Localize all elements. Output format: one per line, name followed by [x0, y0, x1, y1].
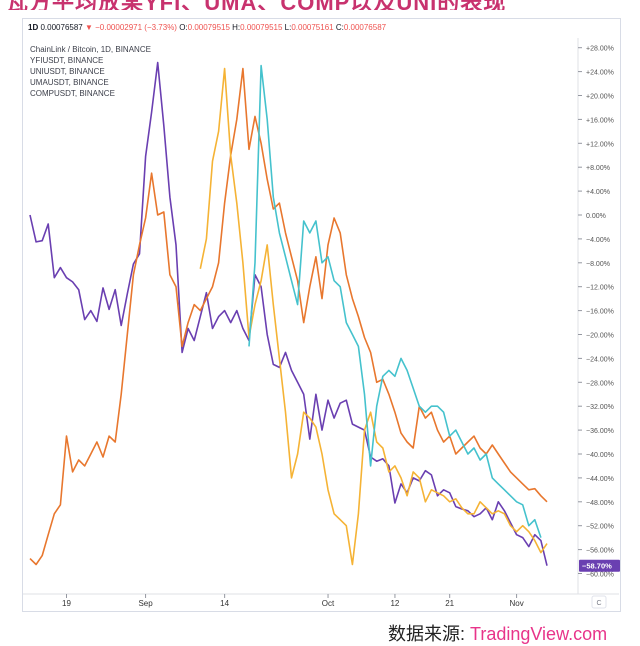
page-title-strip: 瓦方平均放某YFI、UMA、COMP以及UNI的表现	[0, 0, 640, 10]
legend-item-uma[interactable]: UMAUSDT, BINANCE	[30, 78, 109, 87]
low-value: 0.00075161	[291, 23, 334, 32]
series-legend: ChainLink / Bitcoin, 1D, BINANCE YFIUSDT…	[30, 44, 151, 99]
interval-label[interactable]: 1D	[28, 23, 39, 32]
price-change: −0.00002971 (−3.73%)	[95, 23, 177, 32]
high-value: 0.00079515	[240, 23, 283, 32]
chart-frame	[22, 18, 621, 612]
source-prefix: 数据来源:	[388, 624, 471, 644]
close-label: C:	[335, 23, 344, 32]
high-label: H:	[232, 23, 241, 32]
open-value: 0.00079515	[187, 23, 230, 32]
low-label: L:	[284, 23, 292, 32]
legend-item-comp[interactable]: COMPUSDT, BINANCE	[30, 89, 115, 98]
ohlc-bar: 1D 0.00076587 ▼ −0.00002971 (−3.73%) O:0…	[28, 23, 386, 32]
legend-item-link[interactable]: ChainLink / Bitcoin, 1D, BINANCE	[30, 45, 151, 54]
legend-item-yfi[interactable]: YFIUSDT, BINANCE	[30, 56, 104, 65]
open-label: O:	[179, 23, 188, 32]
close-value: 0.00076587	[343, 23, 387, 32]
legend-item-uni[interactable]: UNIUSDT, BINANCE	[30, 67, 105, 76]
page-title: 瓦方平均放某YFI、UMA、COMP以及UNI的表现	[6, 0, 506, 10]
last-price: 0.00076587	[40, 23, 83, 32]
source-brand-link[interactable]: TradingView.com	[470, 624, 608, 644]
change-down-icon: ▼	[84, 23, 93, 32]
source-caption: 数据来源: TradingView.com	[388, 620, 607, 646]
